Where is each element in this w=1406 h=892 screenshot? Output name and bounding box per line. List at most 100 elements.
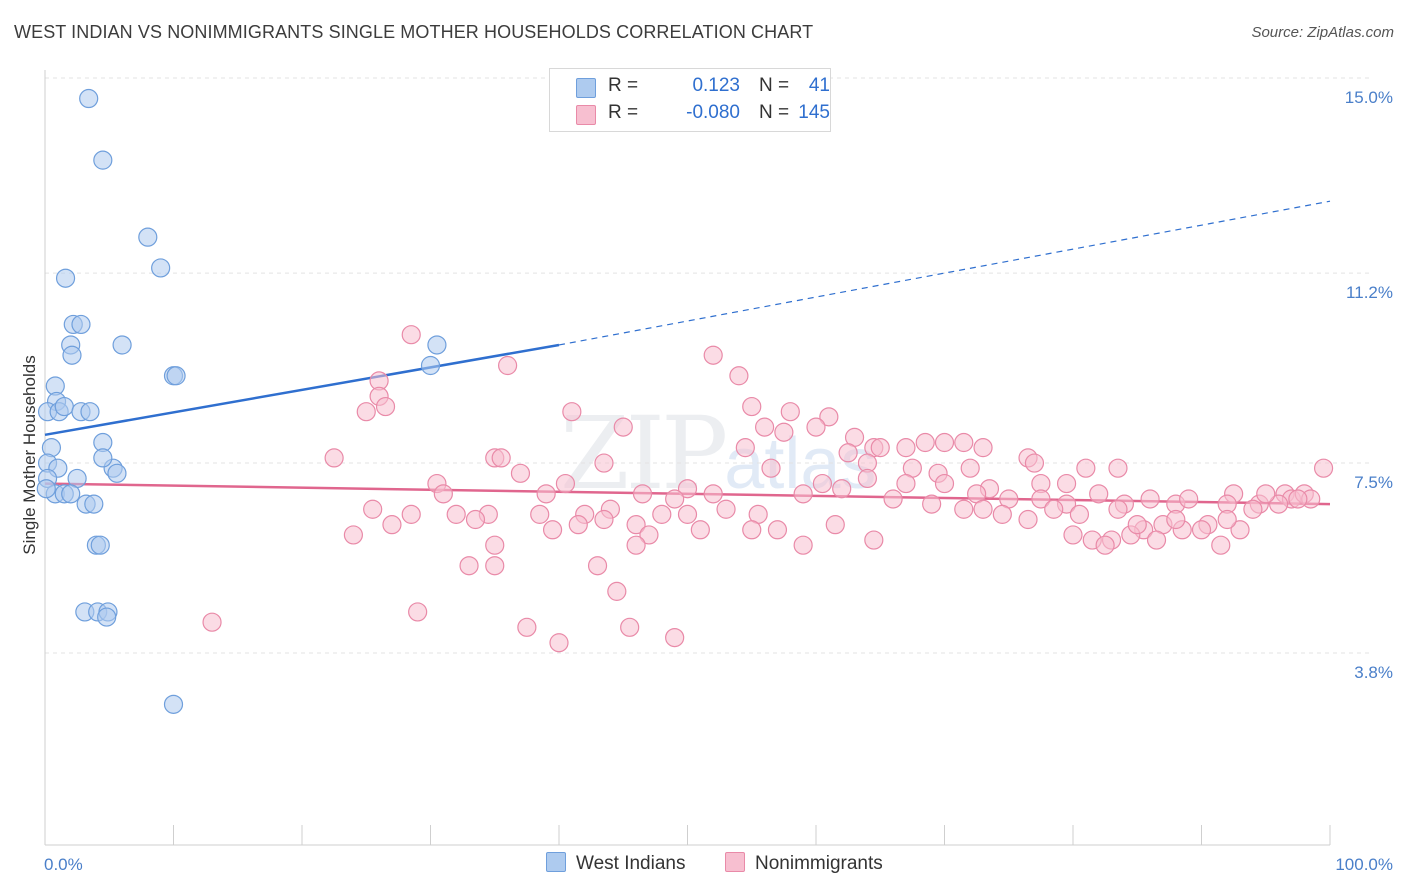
data-point: [530, 504, 550, 524]
data-point: [97, 607, 117, 627]
data-point: [433, 484, 453, 504]
y-axis-label: Single Mother Households: [20, 355, 39, 554]
chart-title: WEST INDIAN VS NONIMMIGRANTS SINGLE MOTH…: [14, 22, 814, 42]
data-point: [632, 484, 653, 504]
data-point: [960, 458, 980, 478]
source-label: Source: ZipAtlas.com: [1251, 24, 1394, 41]
data-point: [1191, 520, 1212, 540]
data-point: [542, 520, 563, 540]
data-point: [54, 396, 74, 417]
data-point: [620, 617, 640, 637]
data-point: [735, 438, 755, 458]
data-point: [1268, 494, 1289, 514]
x-tick-label: 0.0%: [44, 855, 83, 874]
data-point: [934, 432, 955, 453]
data-point: [607, 581, 627, 601]
data-point: [915, 432, 935, 453]
data-point: [363, 499, 383, 519]
data-point: [1063, 525, 1083, 545]
data-point: [375, 396, 396, 417]
data-point: [703, 345, 723, 365]
data-point: [107, 463, 127, 483]
y-tick-label: 15.0%: [1345, 88, 1393, 107]
legend-r-label: R =: [608, 75, 639, 96]
data-point: [742, 396, 762, 417]
data-point: [973, 499, 993, 519]
data-point: [382, 515, 402, 535]
data-point: [459, 556, 479, 576]
data-point: [677, 504, 698, 524]
data-point: [819, 407, 839, 427]
data-point: [1243, 499, 1263, 519]
data-point: [485, 556, 505, 576]
data-point: [138, 227, 158, 247]
data-point: [93, 150, 113, 170]
data-point: [665, 627, 685, 648]
data-point: [401, 325, 421, 345]
data-point: [112, 335, 132, 355]
data-point: [55, 268, 76, 288]
bottom-legend-swatch-nonimmigrants: [725, 852, 745, 872]
data-point: [401, 504, 421, 524]
data-point: [555, 473, 576, 494]
data-point: [806, 417, 826, 437]
data-point: [1076, 458, 1096, 478]
data-point: [1230, 520, 1250, 540]
grid-lines: [45, 77, 1370, 654]
data-point: [838, 443, 858, 463]
data-point: [61, 484, 81, 504]
series-west-indians: [36, 88, 447, 714]
data-point: [793, 535, 813, 555]
bottom-legend-swatch-west-indians: [546, 852, 566, 872]
bottom-legend-nonimmigrants: Nonimmigrants: [725, 852, 883, 875]
data-point: [163, 694, 184, 714]
data-point: [1146, 530, 1167, 550]
data-point: [652, 504, 672, 524]
y-tick-label: 11.2%: [1346, 283, 1393, 302]
data-point: [79, 88, 99, 109]
data-point: [1127, 515, 1147, 535]
bottom-legend-west-indians: West Indians: [546, 852, 685, 875]
bottom-legend-label-west-indians: West Indians: [576, 853, 686, 874]
data-point: [594, 509, 614, 530]
data-point: [626, 515, 646, 535]
legend-n-value: 145: [798, 102, 830, 123]
data-point: [562, 402, 582, 422]
data-point: [151, 258, 171, 278]
data-point: [1018, 509, 1038, 530]
data-point: [84, 494, 104, 514]
data-point: [549, 633, 569, 653]
data-point: [954, 432, 974, 453]
data-point: [1069, 504, 1090, 524]
data-point: [767, 520, 788, 540]
data-point: [80, 402, 100, 422]
legend-r-value: 0.123: [692, 75, 740, 96]
data-point: [1211, 535, 1231, 555]
data-points: [36, 88, 1334, 714]
data-point: [703, 484, 723, 504]
data-point: [166, 366, 186, 386]
data-point: [324, 448, 344, 468]
data-point: [793, 484, 813, 504]
data-point: [1031, 489, 1051, 509]
legend-n-label: N =: [759, 75, 790, 96]
data-point: [446, 504, 466, 524]
legend-n-value: 41: [808, 75, 830, 96]
data-point: [626, 535, 646, 555]
data-point: [510, 463, 531, 483]
data-point: [1288, 489, 1308, 509]
data-point: [1140, 489, 1160, 509]
data-point: [1056, 473, 1077, 494]
data-point: [1089, 484, 1109, 504]
bottom-legend-label-nonimmigrants: Nonimmigrants: [755, 853, 883, 874]
data-point: [992, 504, 1012, 524]
trend-lines: [44, 200, 1331, 506]
data-point: [780, 402, 800, 422]
data-point: [485, 535, 505, 555]
data-point: [742, 520, 762, 540]
data-point: [93, 448, 113, 468]
data-point: [62, 345, 82, 365]
trend-line-west-indians: [44, 343, 560, 437]
data-point: [594, 453, 614, 473]
